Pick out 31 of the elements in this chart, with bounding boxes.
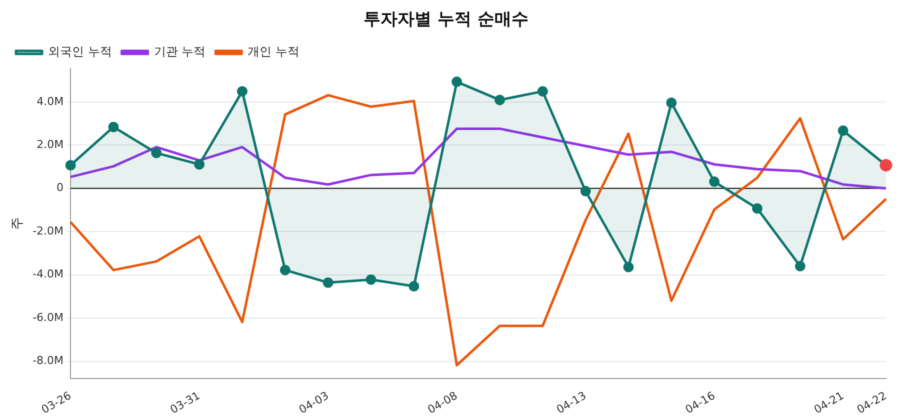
point (494, 94, 505, 106)
y-tick-label: 0 (56, 181, 64, 194)
legend-label: 외국인 누적 (48, 44, 112, 59)
point (65, 160, 76, 170)
y-tick-label: 2.0M (36, 138, 64, 151)
point (108, 122, 119, 132)
point (151, 148, 162, 158)
point (709, 176, 720, 187)
point (280, 264, 290, 276)
point (794, 260, 806, 272)
point (752, 203, 762, 214)
point (666, 98, 677, 108)
legend-label: 개인 누적 (248, 44, 300, 59)
chart-title: 투자자별 누적 순매수 (364, 10, 528, 30)
point (623, 262, 634, 272)
point (194, 159, 205, 170)
y-tick-label: -6.0M (32, 310, 64, 324)
point (322, 277, 334, 288)
y-axis-title: 주 (10, 216, 26, 230)
y-tick-label: -8.0M (32, 354, 64, 368)
point (580, 186, 591, 196)
y-tick-label: 4.0M (36, 94, 64, 108)
y-tick-label: -2.0M (32, 224, 64, 238)
point (408, 281, 420, 292)
point (366, 274, 376, 285)
point (838, 125, 848, 136)
legend-label: 기관 누적 (154, 44, 206, 59)
point (236, 86, 248, 97)
point (537, 86, 548, 97)
y-tick-label: -4.0M (32, 268, 64, 281)
point (452, 76, 462, 88)
